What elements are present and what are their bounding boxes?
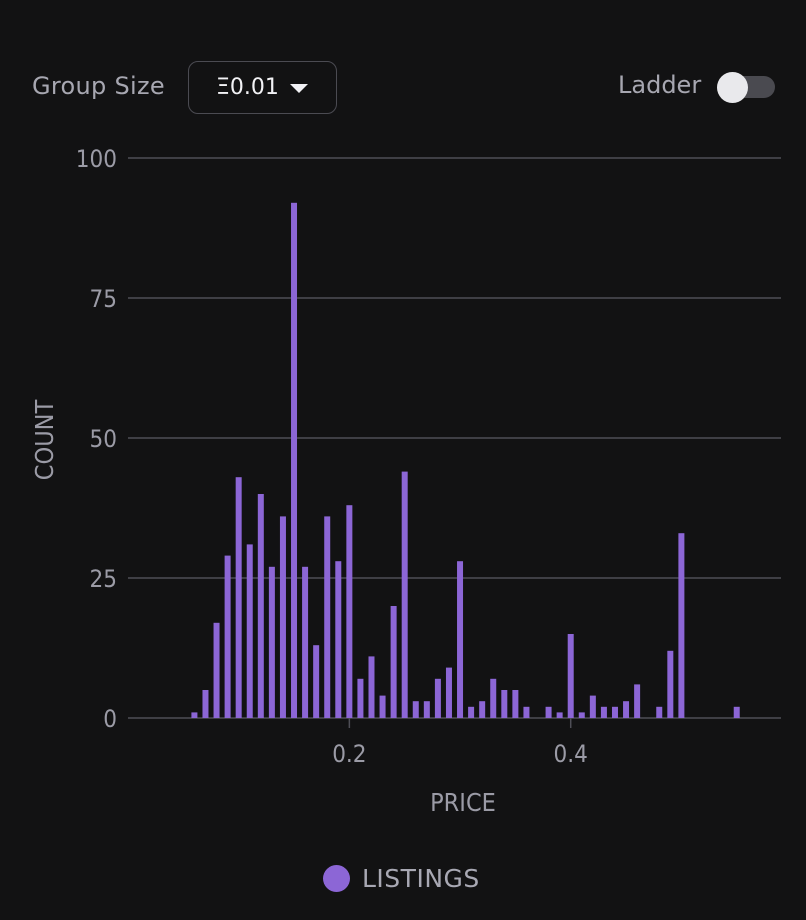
- bar: [368, 656, 375, 718]
- bar: [589, 695, 596, 718]
- bar: [600, 706, 607, 718]
- y-tick-label: 75: [90, 285, 117, 313]
- bar: [457, 561, 464, 718]
- bar: [191, 712, 198, 718]
- bar: [656, 706, 663, 718]
- bar: [623, 701, 630, 718]
- bar: [324, 516, 331, 718]
- bar: [545, 706, 552, 718]
- legend-swatch: [323, 864, 350, 892]
- bar: [390, 606, 397, 718]
- bar: [224, 555, 231, 718]
- bar: [302, 566, 309, 718]
- bar: [379, 695, 386, 718]
- bar: [279, 516, 286, 718]
- bar: [523, 706, 530, 718]
- group-size-value: Ξ0.01: [216, 75, 279, 100]
- y-tick-label: 0: [103, 705, 117, 733]
- x-tick-label: 0.4: [554, 740, 588, 768]
- bar: [678, 533, 685, 718]
- bar: [578, 712, 585, 718]
- bar: [213, 622, 220, 718]
- bar: [202, 690, 209, 718]
- bar: [445, 667, 452, 718]
- legend-label: LISTINGS: [362, 863, 480, 893]
- bar: [291, 202, 298, 719]
- bar: [412, 701, 419, 718]
- bar: [733, 706, 740, 718]
- controls-bar: Group Size Ξ0.01 Ladder: [0, 0, 806, 150]
- bar: [468, 706, 475, 718]
- bar: [313, 645, 320, 718]
- x-tick-label: 0.2: [332, 740, 366, 768]
- bar: [667, 650, 674, 718]
- y-tick-label: 100: [76, 145, 117, 173]
- group-size-label: Group Size: [32, 72, 165, 100]
- bar: [257, 494, 264, 718]
- bar: [611, 706, 618, 718]
- bar: [490, 678, 497, 718]
- y-axis-label: COUNT: [30, 400, 59, 481]
- bar: [567, 634, 574, 718]
- group-size-dropdown[interactable]: Ξ0.01: [188, 61, 337, 114]
- bar: [512, 690, 519, 718]
- bar: [335, 561, 342, 718]
- ladder-label: Ladder: [618, 71, 702, 99]
- bar: [357, 678, 364, 718]
- bar-series-listings: [191, 202, 740, 719]
- bar: [235, 477, 242, 718]
- bar: [401, 471, 408, 718]
- legend-item-listings[interactable]: LISTINGS: [323, 860, 480, 896]
- ladder-toggle[interactable]: [717, 72, 775, 103]
- bar: [423, 701, 430, 718]
- bar: [434, 678, 441, 718]
- bar: [479, 701, 486, 718]
- axes: 0 25 50 75 100 0.2 0.4: [76, 145, 588, 768]
- y-tick-label: 50: [90, 425, 117, 453]
- x-axis-label: PRICE: [430, 788, 496, 817]
- bar: [268, 566, 275, 718]
- bar: [246, 544, 253, 718]
- bar: [501, 690, 508, 718]
- histogram-chart: 0 25 50 75 100 0.2 0.4 PRICE COUNT: [30, 145, 781, 817]
- toggle-knob: [717, 72, 748, 103]
- chevron-down-icon: [290, 84, 308, 93]
- y-tick-label: 25: [90, 565, 117, 593]
- bar: [556, 712, 563, 718]
- bar: [634, 684, 641, 718]
- bar: [346, 505, 353, 718]
